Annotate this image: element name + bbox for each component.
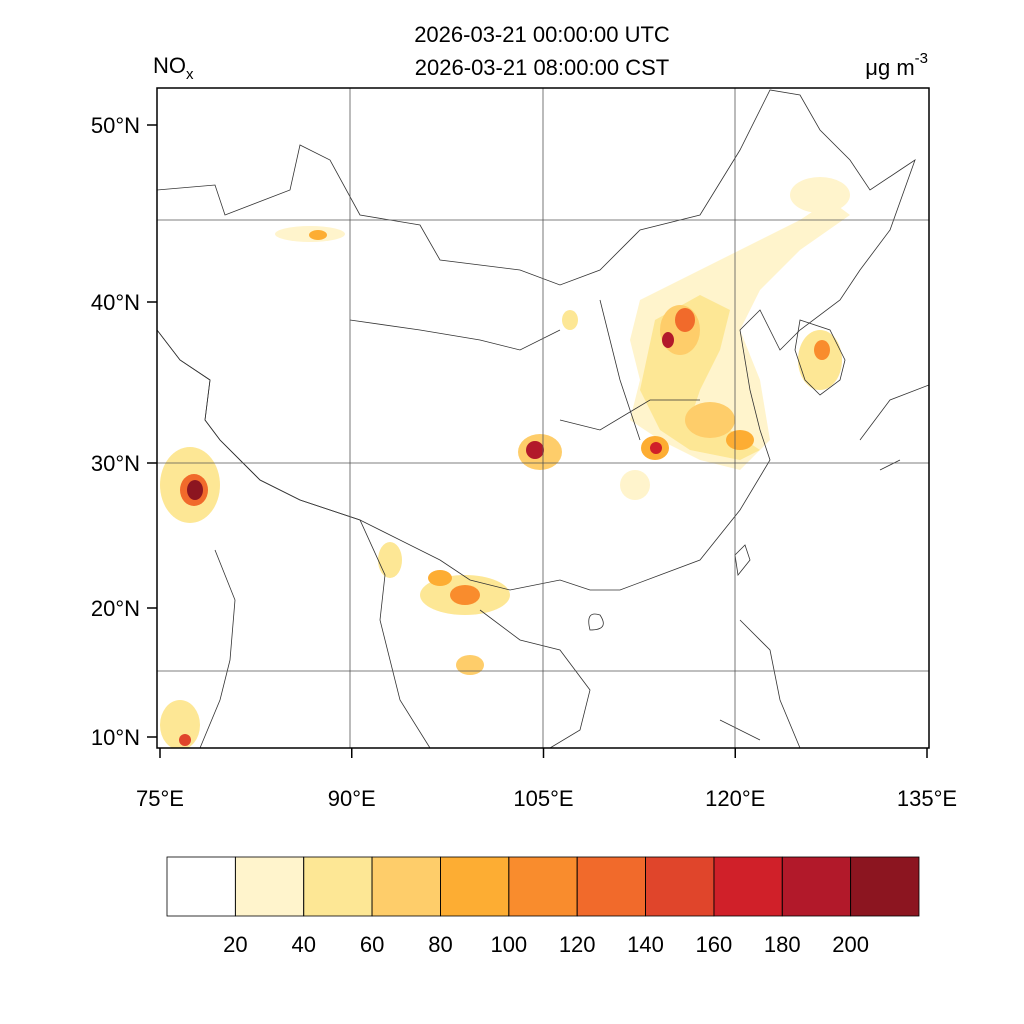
colorbar-swatch — [234, 856, 305, 917]
y-tick-label: 10°N — [91, 725, 140, 750]
variable-subscript: x — [186, 66, 194, 83]
x-tick-label: 120°E — [705, 786, 765, 811]
colorbar-swatch — [850, 856, 920, 917]
colorbar-label: 200 — [832, 932, 869, 957]
colorbar-swatch — [166, 856, 236, 917]
colorbar-label: 180 — [764, 932, 801, 957]
colorbar-swatch — [576, 856, 646, 917]
y-tick-label: 30°N — [91, 451, 140, 476]
axes: 75°E 90°E 105°E 120°E 135°E 50°N 40°N 30°N 20°N 1… — [91, 113, 957, 811]
colorbar-label: 80 — [428, 932, 452, 957]
colorbar: 20 40 60 80 100 120 140 160 180 200 — [166, 856, 920, 957]
units-text: μg m — [865, 55, 914, 80]
variable-label: NOx — [153, 53, 194, 83]
x-tick-label: 105°E — [513, 786, 573, 811]
colorbar-label: 100 — [490, 932, 527, 957]
x-tick-label: 75°E — [136, 786, 184, 811]
colorbar-label: 160 — [696, 932, 733, 957]
y-tick-label: 40°N — [91, 290, 140, 315]
colorbar-swatch — [645, 856, 715, 917]
variable-name: NO — [153, 53, 186, 78]
colorbar-swatch — [508, 856, 578, 917]
y-tick-label: 20°N — [91, 596, 140, 621]
units-label: μg m-3 — [865, 50, 928, 80]
x-tick-label: 135°E — [897, 786, 957, 811]
colorbar-label: 140 — [627, 932, 664, 957]
colorbar-label: 60 — [360, 932, 384, 957]
map-area — [157, 88, 929, 748]
colorbar-swatch — [781, 856, 852, 917]
colorbar-label: 40 — [291, 932, 315, 957]
boundaries — [157, 89, 929, 748]
y-tick-label: 50°N — [91, 113, 140, 138]
title-cst: 2026-03-21 08:00:00 CST — [415, 55, 669, 80]
colorbar-label: 120 — [559, 932, 596, 957]
units-superscript: -3 — [915, 50, 928, 67]
title-utc: 2026-03-21 00:00:00 UTC — [414, 22, 670, 47]
x-tick-label: 90°E — [328, 786, 376, 811]
plume-shapes — [160, 177, 850, 748]
colorbar-swatch — [440, 856, 510, 917]
colorbar-swatch — [303, 856, 373, 917]
colorbar-swatch — [371, 856, 441, 917]
colorbar-label: 20 — [223, 932, 247, 957]
colorbar-swatch — [713, 856, 783, 917]
graticule — [157, 88, 929, 748]
